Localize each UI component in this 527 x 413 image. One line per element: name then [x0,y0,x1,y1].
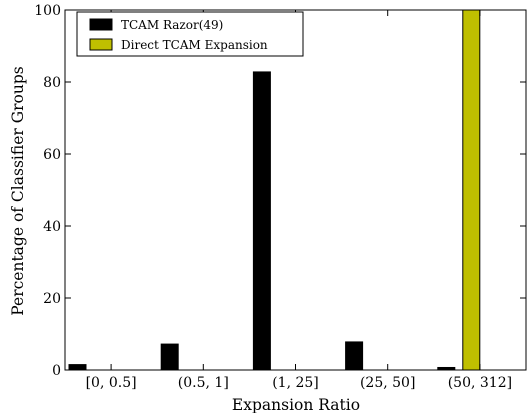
y-tick-label: 40 [43,219,61,235]
legend-box [76,11,304,57]
legend: TCAM Razor(49) Direct TCAM Expansion [76,11,304,57]
bar-tcam-razor-3 [345,341,364,371]
y-axis-title: Percentage of Classifier Groups [9,66,27,315]
legend-swatch-tcam-razor [89,18,113,31]
y-tick-label: 100 [34,3,61,19]
legend-label-direct-tcam: Direct TCAM Expansion [121,38,268,52]
x-tick-label: (50, 312] [448,375,512,391]
plot-area [65,10,526,370]
tick-labels: 0 20 40 60 80 100 [0, 0.5] (0.5, 1] (1, 25] (25, … [34,3,512,391]
x-tick-label: (0.5, 1] [178,375,229,391]
bar-tcam-razor-2 [252,71,271,371]
x-tick-label: [0, 0.5] [86,375,137,391]
legend-swatch-direct-tcam [89,38,113,51]
y-tick-label: 0 [52,363,61,379]
y-tick-label: 20 [43,291,61,307]
y-tick-label: 60 [43,147,61,163]
legend-label-tcam-razor: TCAM Razor(49) [121,18,223,32]
y-tick-label: 80 [43,75,61,91]
x-tick-label: (25, 50] [360,375,415,391]
x-axis-title: Expansion Ratio [232,396,360,413]
x-tick-label: (1, 25] [272,375,319,391]
plot-background [65,10,526,370]
bar-tcam-razor-1 [160,343,179,371]
bars [68,9,481,371]
bar-direct-tcam-expansion-4 [462,9,481,371]
bar-tcam-razor-0 [68,364,87,371]
